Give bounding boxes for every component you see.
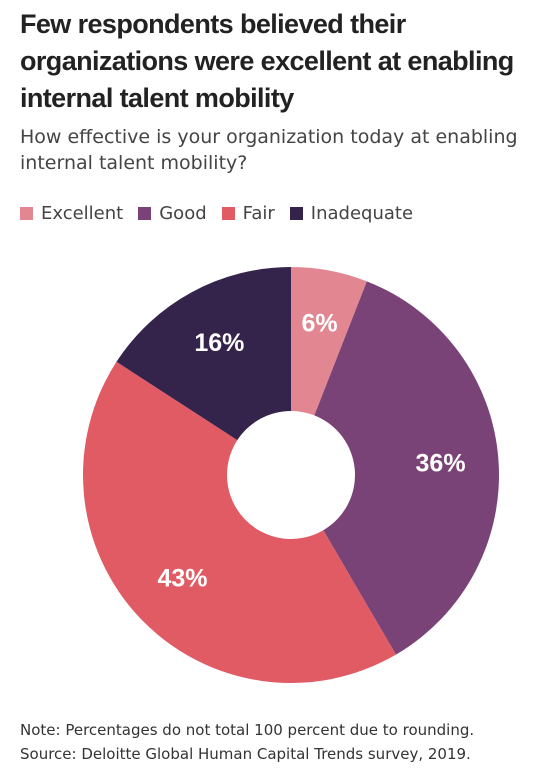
legend-item-inadequate: Inadequate <box>289 203 414 224</box>
donut-slice-excellent <box>291 267 367 416</box>
legend-swatch-good <box>138 207 152 220</box>
donut-slice-inadequate <box>116 267 291 441</box>
source-text: Source: Deloitte Global Human Capital Tr… <box>20 745 471 763</box>
donut-slice-fair <box>82 361 396 684</box>
legend-label-excellent: Excellent <box>41 203 124 224</box>
legend-swatch-excellent <box>20 207 33 220</box>
donut-slice-good <box>314 281 500 655</box>
legend-swatch-fair <box>221 207 235 220</box>
note-text: Note: Percentages do not total 100 perce… <box>20 721 475 739</box>
legend-swatch-inadequate <box>289 207 303 220</box>
donut-labels: 6% 36% 43% 16% <box>157 310 465 593</box>
slice-label-good: 36% <box>416 449 466 477</box>
legend-label-good: Good <box>159 203 207 224</box>
legend-item-excellent: Excellent <box>20 203 123 224</box>
chart-subtitle: How effective is your organization today… <box>20 126 518 174</box>
slice-label-inadequate: 16% <box>194 329 244 357</box>
legend-label-fair: Fair <box>242 203 275 224</box>
slice-label-fair: 43% <box>157 565 207 593</box>
legend: Excellent Good Fair Inadequate <box>20 203 428 224</box>
footnotes: Note: Percentages do not total 100 perce… <box>20 718 474 766</box>
legend-item-fair: Fair <box>221 203 275 224</box>
donut-chart: 6% 36% 43% 16% <box>82 267 500 684</box>
donut-slices <box>82 267 500 684</box>
legend-label-inadequate: Inadequate <box>310 203 414 224</box>
chart-title: Few respondents believed their organizat… <box>20 9 514 113</box>
legend-item-good: Good <box>138 203 207 224</box>
slice-label-excellent: 6% <box>302 310 338 338</box>
